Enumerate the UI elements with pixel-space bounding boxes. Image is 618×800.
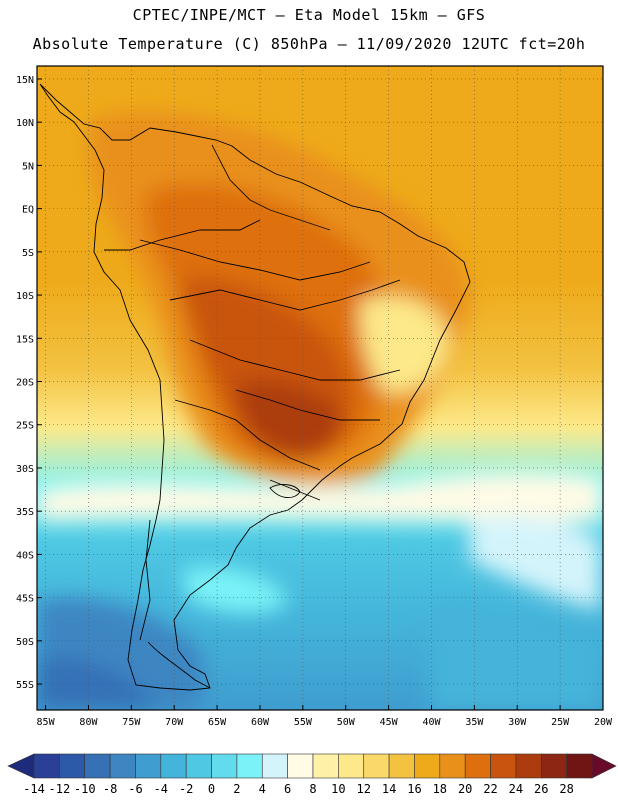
colorbar-swatch: [388, 753, 415, 779]
colorbar-swatch: [490, 753, 517, 779]
colorbar-label: 20: [458, 782, 472, 796]
colorbar-swatch: [33, 753, 60, 779]
colorbar-low-arrow: [7, 753, 35, 779]
lon-tick-label: 60W: [251, 717, 270, 728]
lon-tick-label: 85W: [37, 717, 56, 728]
colorbar-label: 22: [483, 782, 497, 796]
lon-tick-label: 50W: [337, 717, 356, 728]
lat-tick-label: EQ: [22, 205, 34, 216]
lat-tick-label: 45S: [16, 594, 34, 605]
colorbar-label: 6: [284, 782, 291, 796]
colorbar-swatch: [363, 753, 390, 779]
colorbar-swatch: [211, 753, 238, 779]
colorbar-swatch: [566, 753, 593, 779]
lat-tick-label: 5N: [22, 161, 34, 172]
colorbar-swatch: [59, 753, 86, 779]
lon-tick-label: 25W: [551, 717, 570, 728]
lat-tick-label: 20S: [16, 378, 34, 389]
colorbar-label: 2: [233, 782, 240, 796]
lat-tick-label: 55S: [16, 680, 34, 691]
lon-tick-label: 80W: [79, 717, 98, 728]
colorbar-high-arrow: [591, 753, 617, 779]
lat-tick-label: 40S: [16, 550, 34, 561]
colorbar-swatch: [135, 753, 162, 779]
colorbar-swatch: [236, 753, 263, 779]
map-title-line1: CPTEC/INPE/MCT – Eta Model 15km – GFS: [132, 6, 486, 24]
colorbar-swatch: [540, 753, 567, 779]
colorbar-label: -4: [154, 782, 168, 796]
lat-tick-label: 50S: [16, 637, 34, 648]
colorbar-label: 18: [433, 782, 447, 796]
lat-tick-label: 5S: [22, 248, 34, 259]
colorbar-label: 8: [309, 782, 316, 796]
colorbar-swatch: [338, 753, 365, 779]
lon-tick-label: 40W: [422, 717, 441, 728]
colorbar-swatch: [287, 753, 314, 779]
lat-tick-label: 10N: [16, 118, 34, 129]
colorbar-label: 28: [559, 782, 573, 796]
colorbar-label: 10: [331, 782, 345, 796]
coastline: [39, 83, 471, 691]
temperature-field: [37, 66, 603, 710]
colorbar-label: 12: [357, 782, 371, 796]
latitude-axis: 15N 10N 5N EQ 5S 10S 15S 20S 25S 30S 35S 40S 45S 50S 5…: [16, 75, 42, 691]
map-frame: [36, 65, 604, 711]
colorbar-swatch: [109, 753, 136, 779]
colorbar-label: 4: [259, 782, 266, 796]
colorbar-label: 14: [382, 782, 396, 796]
colorbar-swatch: [261, 753, 288, 779]
colorbar-label: -10: [74, 782, 96, 796]
colorbar-label: 0: [208, 782, 215, 796]
lon-tick-label: 20W: [594, 717, 613, 728]
colorbar-swatch: [464, 753, 491, 779]
lon-tick-label: 30W: [508, 717, 527, 728]
colorbar-swatch: [515, 753, 542, 779]
colorbar-label: -12: [49, 782, 71, 796]
lon-tick-label: 75W: [122, 717, 141, 728]
colorbar-swatch: [185, 753, 212, 779]
lon-tick-label: 35W: [465, 717, 484, 728]
lat-tick-label: 15S: [16, 334, 34, 345]
colorbar-swatch: [84, 753, 111, 779]
lat-tick-label: 35S: [16, 507, 34, 518]
colorbar-label: -8: [103, 782, 117, 796]
colorbar-label: -14: [23, 782, 45, 796]
lat-tick-label: 30S: [16, 464, 34, 475]
lon-tick-label: 55W: [294, 717, 313, 728]
colorbar-swatch: [414, 753, 441, 779]
lat-tick-label: 10S: [16, 291, 34, 302]
colorbar-label: 16: [407, 782, 421, 796]
colorbar-swatch: [439, 753, 466, 779]
colorbar-label: 24: [509, 782, 523, 796]
colorbar-label: 26: [534, 782, 548, 796]
colorbar: -14 -12 -10 -8 -6 -4 -2 0 2 4 6 8 10 12 14 16 18 20 22 24 26…: [7, 753, 617, 796]
colorbar-swatch: [312, 753, 339, 779]
lon-tick-label: 70W: [165, 717, 184, 728]
colorbar-swatch: [160, 753, 187, 779]
graticule-grid: [37, 66, 603, 710]
lat-tick-label: 15N: [16, 75, 34, 86]
lon-tick-label: 45W: [380, 717, 399, 728]
lat-tick-label: 25S: [16, 421, 34, 432]
colorbar-label: -2: [179, 782, 193, 796]
map-title-line2: Absolute Temperature (C) 850hPa – 11/09/…: [32, 35, 586, 53]
colorbar-label: -6: [128, 782, 142, 796]
lon-tick-label: 65W: [208, 717, 227, 728]
longitude-axis: 85W 80W 75W 70W 65W 60W 55W 50W 45W 40W 35W 30W 25W 2…: [37, 705, 613, 728]
